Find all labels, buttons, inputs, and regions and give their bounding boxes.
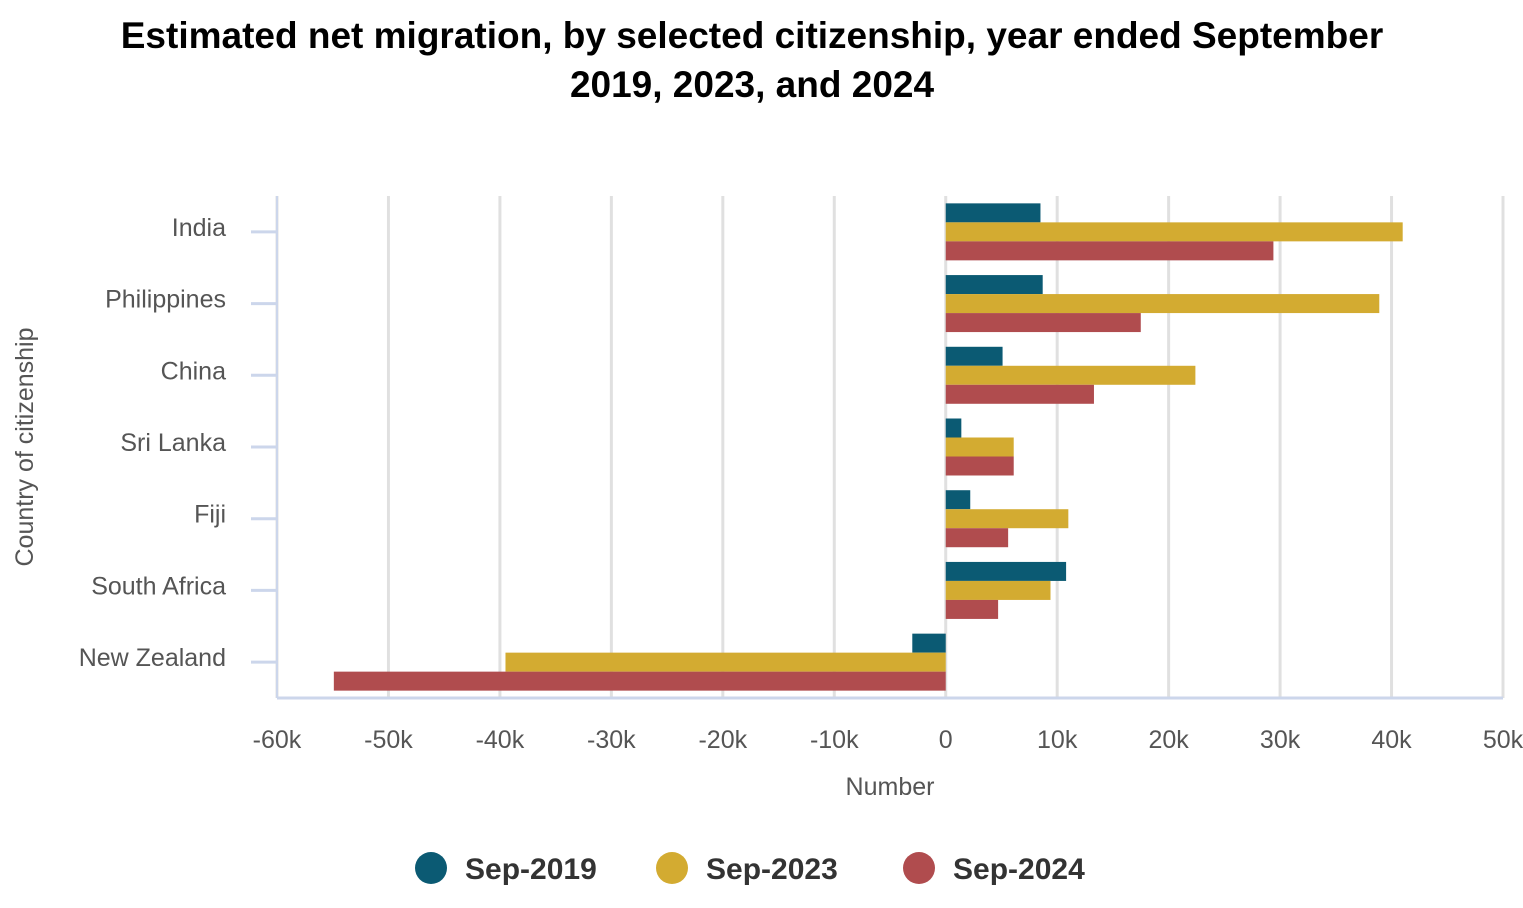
bar-south-africa-sep-2023[interactable] [945,580,1051,600]
chart-title-line-1: Estimated net migration, by selected cit… [121,15,1383,56]
legend-marker-sep-2023 [656,852,688,884]
y-tick-label-china: China [161,357,226,385]
x-tick-label-50k: -50k [364,726,413,754]
bar-india-sep-2023[interactable] [945,222,1403,242]
bar-china-sep-2023[interactable] [945,365,1196,385]
legend: Sep-2019 Sep-2023 Sep-2024 [415,852,1085,886]
bar-new-zealand-sep-2019[interactable] [912,633,946,653]
bar-india-sep-2024[interactable] [945,241,1274,261]
x-tick-label-0: 0 [939,726,953,754]
bar-south-africa-sep-2024[interactable] [945,599,999,619]
x-tick-label-30k: 30k [1260,726,1301,754]
bar-philippines-sep-2023[interactable] [945,294,1380,314]
x-axis-title: Number [846,773,935,801]
y-tick-label-south-africa: South Africa [91,572,226,600]
bar-philippines-sep-2019[interactable] [945,275,1043,295]
legend-marker-sep-2019 [415,852,447,884]
bar-sri-lanka-sep-2019[interactable] [945,418,962,438]
bar-new-zealand-sep-2023[interactable] [505,652,946,672]
x-tick-label-10k: -10k [810,726,859,754]
bar-fiji-sep-2019[interactable] [945,490,971,510]
bar-sri-lanka-sep-2024[interactable] [945,456,1014,476]
x-tick-label-50k: 50k [1483,726,1523,754]
bar-fiji-sep-2023[interactable] [945,509,1069,529]
legend-item-sep-2023[interactable]: Sep-2023 [656,852,838,886]
legend-marker-sep-2024 [903,852,935,884]
x-tick-label-20k: 20k [1148,726,1189,754]
gridlines [275,196,1505,698]
bar-china-sep-2024[interactable] [945,384,1094,404]
bar-south-africa-sep-2019[interactable] [945,561,1067,581]
bar-china-sep-2019[interactable] [945,346,1003,366]
chart-title-line-2: 2019, 2023, and 2024 [570,64,935,105]
x-tick-label-40k: -40k [476,726,525,754]
bar-sri-lanka-sep-2023[interactable] [945,437,1014,457]
legend-item-sep-2019[interactable]: Sep-2019 [415,852,597,886]
bars [333,203,1403,691]
y-tick-label-india: India [172,214,226,242]
y-tick-label-sri-lanka: Sri Lanka [120,429,226,457]
x-tick-label-60k: -60k [253,726,302,754]
bar-new-zealand-sep-2024[interactable] [333,671,946,691]
y-tick-label-philippines: Philippines [105,286,226,314]
legend-label-sep-2019: Sep-2019 [465,853,597,886]
axes [251,196,1503,700]
x-tick-label-40k: 40k [1371,726,1412,754]
legend-label-sep-2023: Sep-2023 [706,853,838,886]
bar-fiji-sep-2024[interactable] [945,528,1009,548]
bar-india-sep-2019[interactable] [945,203,1041,223]
legend-item-sep-2024[interactable]: Sep-2024 [903,852,1085,886]
x-tick-label-20k: -20k [698,726,747,754]
bar-philippines-sep-2024[interactable] [945,313,1141,333]
y-axis-title: Country of citizenship [11,327,39,566]
x-tick-label-10k: 10k [1037,726,1078,754]
x-tick-label-30k: -30k [587,726,636,754]
x-tick-labels: -60k -50k -40k -30k -20k -10k 0 10k 20k 30k 40k 50k [253,726,1523,754]
legend-label-sep-2024: Sep-2024 [953,853,1085,886]
y-tick-label-fiji: Fiji [194,501,226,529]
y-tick-label-new-zealand: New Zealand [79,644,226,672]
y-tick-labels: India Philippines China Sri Lanka Fiji South … [79,214,226,672]
